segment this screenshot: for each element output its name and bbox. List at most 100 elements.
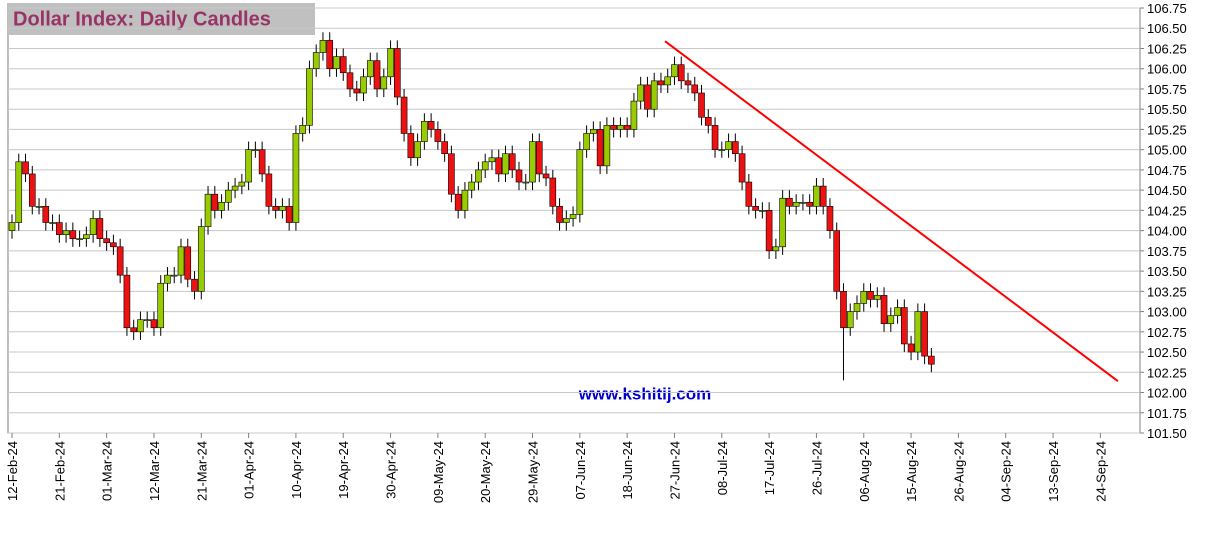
candle-body [535,141,543,175]
candle-body [671,64,678,78]
candle-body [603,125,611,167]
candle-body [542,173,550,179]
candle-body [387,48,394,78]
candle-body [191,278,198,292]
y-tick-label: 101.50 [1147,426,1187,441]
candle-body [427,121,435,130]
candle-body [184,246,192,280]
candle-body [914,311,922,353]
y-tick-label: 104.50 [1147,183,1187,198]
candle-body [806,201,813,207]
candle-body [691,84,699,94]
candle-body [150,319,158,329]
candle-body [441,141,448,155]
candle-body [786,197,793,207]
candle-body [279,206,286,211]
x-tick-label: 18-Jun-24 [620,441,635,500]
candle-body [799,201,807,204]
x-tick-label: 08-Jul-24 [715,441,730,495]
candle-body [846,311,854,329]
candle-body [752,206,759,211]
candle-body [312,52,320,70]
candle-body [15,161,23,223]
candle-body [49,222,56,224]
y-tick-label: 101.75 [1147,406,1187,421]
candle-body [502,153,509,175]
candle-body [637,84,644,102]
x-tick-label: 04-Sep-24 [999,441,1014,502]
candle-body [563,218,570,223]
candle-body [326,40,334,70]
candle-body [711,125,719,150]
x-tick-label: 01-Mar-24 [100,441,115,501]
candle-body [42,206,50,223]
y-tick-label: 102.75 [1147,325,1187,340]
y-tick-label: 102.00 [1147,386,1187,401]
candle-body [779,197,786,248]
candle-body [556,206,563,223]
candle-body [454,193,462,211]
candle-body [515,169,523,183]
candle-body [684,80,692,86]
candle-body [373,60,381,90]
x-tick-label: 12-Feb-24 [5,441,20,501]
y-tick-label: 105.75 [1147,82,1187,97]
candle-body [130,327,137,333]
candle-body [738,153,746,183]
candle-body [157,282,165,329]
candle-body [143,319,151,321]
candle-body [83,234,90,240]
candle-body [840,291,847,329]
x-tick-label: 20-May-24 [478,441,493,503]
y-tick-label: 106.00 [1147,62,1187,77]
candle-body [137,319,144,333]
candle-body [833,230,841,292]
candle-body [853,303,861,312]
candle-body [610,125,617,130]
candle-body [421,121,428,142]
candle-body [732,141,739,155]
candle-body [76,238,83,241]
candle-body [657,80,665,86]
plot-area [7,7,1141,434]
y-tick-label: 104.75 [1147,163,1187,178]
candle-body [218,201,225,211]
y-tick-label: 102.50 [1147,345,1187,360]
candle-body [414,141,421,159]
candle-body [89,218,97,235]
candle-body [238,181,246,187]
candle-body [319,40,327,53]
x-tick-label: 06-Aug-24 [857,441,872,502]
candle-body [366,60,374,78]
candle-body [644,84,651,110]
watermark: www.kshitij.com [578,384,712,403]
candle-body [400,96,408,134]
x-tick-label: 30-Apr-24 [384,441,399,499]
candle-body [333,56,340,70]
x-tick-label: 27-Jun-24 [667,441,682,500]
candle-body [306,68,313,126]
candle-body [664,76,672,86]
y-tick-label: 104.25 [1147,203,1187,218]
candle-body [759,210,766,212]
y-tick-label: 103.50 [1147,264,1187,279]
candle-body [481,161,489,171]
candle-body [860,291,868,304]
candle-body [488,157,496,163]
candle-body [448,153,455,195]
x-tick-label: 24-Sep-24 [1093,441,1108,502]
candle-body [299,125,306,134]
candle-body [813,185,820,207]
y-tick-label: 103.75 [1147,244,1187,259]
candle-body [56,222,63,235]
candle-body [873,295,881,300]
candle-body [285,206,293,223]
candle-body [197,226,205,292]
candle-body [819,185,827,207]
candle-body [394,48,401,98]
candle-body [62,230,70,235]
candle-body [272,206,279,211]
x-tick-label: 26-Aug-24 [951,441,966,502]
chart-title: Dollar Index: Daily Candles [13,8,271,30]
